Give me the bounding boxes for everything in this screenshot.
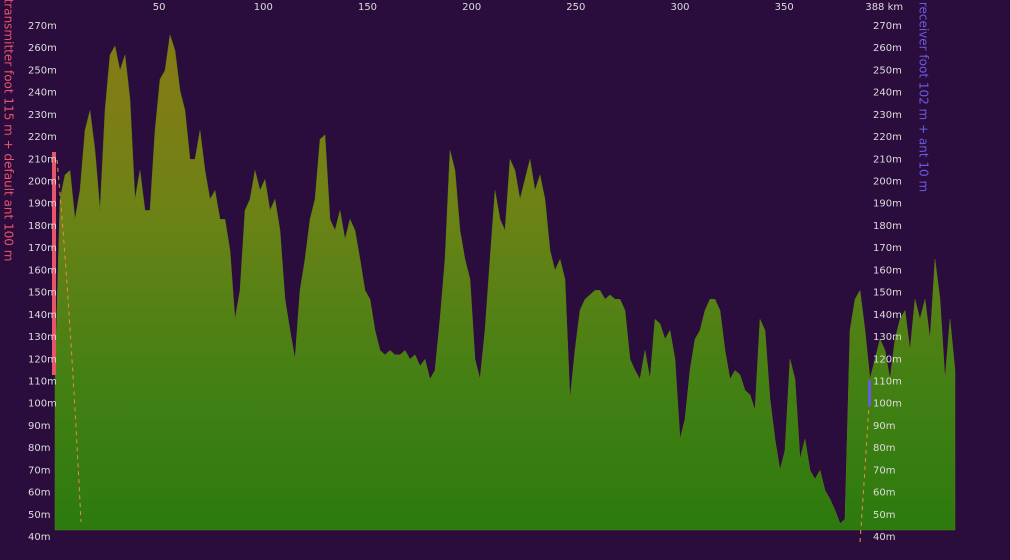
y-tick-label: 130m (28, 332, 57, 343)
y2-tick-label: 120m (873, 354, 902, 365)
y2-tick-label: 250m (873, 65, 902, 76)
x-tick-label: 150 (358, 2, 377, 13)
y-tick-label: 50m (28, 510, 50, 521)
y2-tick-label: 40m (873, 532, 895, 543)
x-tick-label: 200 (462, 2, 481, 13)
x-tick-label: 350 (775, 2, 794, 13)
y-tick-label: 70m (28, 465, 50, 476)
y2-tick-label: 110m (873, 376, 902, 387)
fresnel-line (859, 404, 870, 543)
y2-tick-label: 230m (873, 110, 902, 121)
y-tick-label: 60m (28, 488, 50, 499)
y-tick-label: 210m (28, 154, 57, 165)
y2-tick-label: 100m (873, 399, 902, 410)
x-tick-label: 100 (254, 2, 273, 13)
y-tick-label: 150m (28, 288, 57, 299)
y-tick-label: 240m (28, 88, 57, 99)
y2-tick-label: 180m (873, 221, 902, 232)
y-tick-label: 200m (28, 177, 57, 188)
y-tick-label: 80m (28, 443, 50, 454)
y2-tick-label: 150m (873, 288, 902, 299)
terrain-area (54, 34, 956, 531)
transmitter-label: transmitter foot 115 m + default ant 100… (2, 0, 16, 261)
y2-tick-label: 170m (873, 243, 902, 254)
y-tick-label: 110m (28, 376, 57, 387)
y-tick-label: 180m (28, 221, 57, 232)
y2-tick-label: 260m (873, 43, 902, 54)
y2-tick-label: 130m (873, 332, 902, 343)
transmitter-mast (52, 152, 56, 375)
y-tick-label: 140m (28, 310, 57, 321)
receiver-label: receiver foot 102 m + ant 10 m (917, 2, 931, 192)
y-tick-label: 270m (28, 21, 57, 32)
y-tick-label: 220m (28, 132, 57, 143)
y2-tick-label: 200m (873, 177, 902, 188)
y2-tick-label: 210m (873, 154, 902, 165)
x-tick-label: 388 km (865, 2, 903, 13)
y2-tick-label: 220m (873, 132, 902, 143)
y2-tick-label: 70m (873, 465, 895, 476)
y-tick-label: 90m (28, 421, 50, 432)
x-tick-label: 250 (566, 2, 585, 13)
y-tick-label: 250m (28, 65, 57, 76)
y-tick-label: 40m (28, 532, 50, 543)
y2-tick-label: 50m (873, 510, 895, 521)
fresnel-line (56, 159, 82, 523)
y-tick-label: 260m (28, 43, 57, 54)
y-tick-label: 100m (28, 399, 57, 410)
y2-tick-label: 270m (873, 21, 902, 32)
y2-tick-label: 80m (873, 443, 895, 454)
y2-tick-label: 160m (873, 265, 902, 276)
y-tick-label: 190m (28, 199, 57, 210)
y-tick-label: 120m (28, 354, 57, 365)
y-tick-label: 160m (28, 265, 57, 276)
x-tick-label: 50 (153, 2, 166, 13)
y2-tick-label: 140m (873, 310, 902, 321)
y-tick-label: 230m (28, 110, 57, 121)
x-tick-label: 300 (670, 2, 689, 13)
y2-tick-label: 190m (873, 199, 902, 210)
y-tick-label: 170m (28, 243, 57, 254)
receiver-mast (868, 380, 871, 406)
y2-tick-label: 90m (873, 421, 895, 432)
y2-tick-label: 240m (873, 88, 902, 99)
y2-tick-label: 60m (873, 488, 895, 499)
plot-area (54, 34, 956, 531)
